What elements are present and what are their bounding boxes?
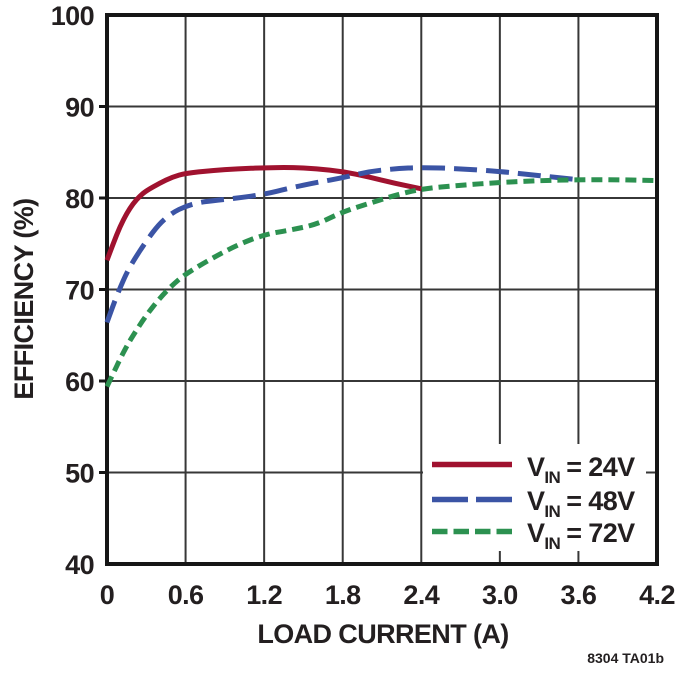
- legend-label-vin-24v: VIN = 24V: [527, 452, 635, 487]
- x-tick-label: 3.0: [482, 580, 518, 610]
- x-tick-label: 0.6: [168, 580, 204, 610]
- legend: VIN = 24V VIN = 48V VIN = 72V: [423, 444, 646, 553]
- plot-border: [105, 13, 659, 566]
- y-tick-label: 40: [65, 550, 94, 580]
- y-tick-label: 100: [51, 1, 94, 31]
- figure-footnote: 8304 TA01b: [587, 650, 664, 666]
- curve-vin-24v: [104, 165, 422, 262]
- y-tick-label: 60: [65, 367, 94, 397]
- x-tick-label: 4.2: [639, 580, 675, 610]
- legend-label-vin-72v: VIN = 72V: [527, 518, 635, 553]
- x-tick-label: 1.2: [246, 580, 282, 610]
- y-tick-label: 80: [65, 184, 94, 214]
- data-curves: [104, 165, 658, 388]
- legend-label-vin-48v: VIN = 48V: [527, 486, 635, 521]
- curve-vin-72v: [104, 177, 658, 388]
- y-axis-title: EFFICIENCY (%): [9, 198, 39, 399]
- x-tick-label: 0: [100, 580, 114, 610]
- gridlines: [107, 15, 657, 564]
- axis-tick-labels: 100 90 80 70 60 50 400 0.6 1.2 1.8 2.4 3.0 3.6 4.2: [51, 1, 676, 610]
- x-tick-label: 1.8: [325, 580, 361, 610]
- axis-ticks: [99, 105, 105, 474]
- y-tick-label: 70: [65, 276, 94, 306]
- x-tick-label: 2.4: [403, 580, 439, 610]
- y-tick-label: 90: [65, 93, 94, 123]
- y-tick-label: 50: [65, 459, 94, 489]
- curve-vin-48v: [104, 165, 579, 324]
- x-axis-title: LOAD CURRENT (A): [257, 619, 508, 649]
- x-tick-label: 3.6: [561, 580, 597, 610]
